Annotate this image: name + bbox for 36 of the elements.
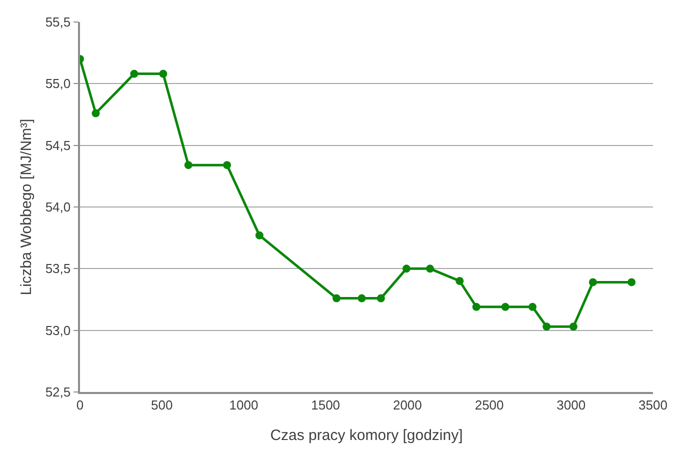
point bbox=[402, 264, 410, 273]
y-tick-label: 55,0 bbox=[45, 76, 71, 92]
x-tick-label: 0 bbox=[76, 397, 84, 412]
y-tick-label: 54,0 bbox=[45, 200, 71, 215]
point bbox=[255, 231, 264, 240]
y-tick-label: 53,5 bbox=[45, 261, 71, 276]
x-tick-label: 2000 bbox=[392, 397, 422, 412]
y-tick-label: 54,5 bbox=[45, 138, 71, 153]
x-tick-label: 500 bbox=[151, 397, 173, 412]
x-axis-title: Czas pracy komory [godziny] bbox=[270, 426, 463, 444]
y-axis-title: Liczba Wobbego [MJ/Nm³] bbox=[18, 118, 36, 296]
point bbox=[159, 70, 168, 78]
x-tick-label: 1000 bbox=[229, 397, 258, 412]
point bbox=[456, 277, 464, 285]
x-tick-label: 3500 bbox=[638, 397, 668, 412]
x-tick-label: 2500 bbox=[474, 397, 504, 412]
x-tick-label: 1500 bbox=[311, 397, 340, 412]
point bbox=[130, 70, 138, 78]
point bbox=[472, 302, 480, 311]
y-tick-label: 52,5 bbox=[45, 384, 71, 400]
point bbox=[569, 322, 578, 331]
point bbox=[376, 294, 385, 302]
x-tick-label: 3000 bbox=[556, 397, 586, 412]
point bbox=[628, 278, 636, 286]
point bbox=[358, 294, 366, 302]
point bbox=[223, 161, 232, 170]
point bbox=[92, 109, 100, 118]
point bbox=[528, 302, 537, 311]
point bbox=[332, 294, 341, 302]
y-tick-label: 55,5 bbox=[45, 14, 71, 30]
point bbox=[542, 322, 551, 331]
point bbox=[426, 264, 434, 273]
point bbox=[501, 302, 510, 311]
point bbox=[588, 278, 597, 286]
point bbox=[184, 161, 192, 170]
y-tick-label: 53,0 bbox=[45, 322, 71, 338]
